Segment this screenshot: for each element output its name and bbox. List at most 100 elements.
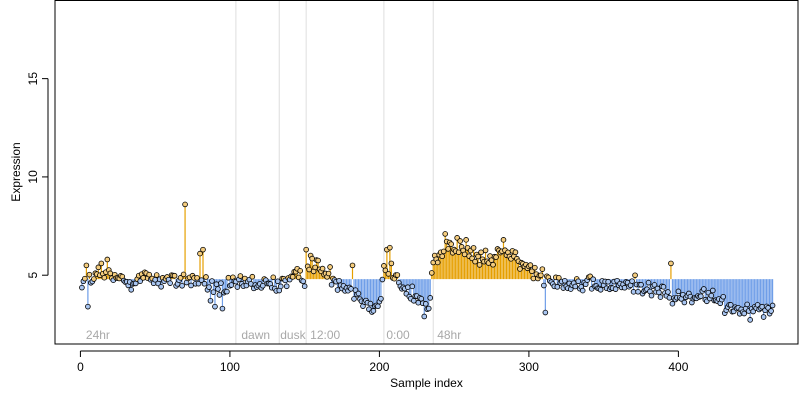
data-point	[319, 265, 326, 272]
data-point	[387, 244, 393, 251]
region-label: dusk	[280, 328, 306, 342]
data-point	[382, 267, 389, 274]
y-tick-label: 15	[26, 72, 40, 86]
y-tick-label: 5	[26, 272, 40, 279]
data-point	[660, 284, 667, 290]
data-point	[425, 305, 432, 312]
data-point	[300, 278, 306, 285]
data-point	[312, 264, 318, 271]
data-point	[439, 253, 445, 260]
data-point	[575, 278, 582, 285]
data-point	[665, 289, 671, 295]
data-point	[632, 272, 638, 279]
data-point	[541, 282, 547, 289]
data-point	[95, 264, 102, 271]
data-point	[328, 281, 335, 288]
data-point	[605, 278, 611, 285]
data-point	[104, 256, 111, 263]
data-point	[527, 262, 534, 268]
data-point	[630, 289, 637, 295]
data-point	[201, 280, 208, 287]
data-points	[79, 201, 776, 323]
data-point	[289, 274, 296, 280]
data-point	[355, 290, 362, 297]
data-point	[248, 281, 254, 287]
data-point	[180, 271, 187, 278]
data-point	[490, 261, 496, 268]
data-point	[91, 276, 97, 282]
data-point	[206, 284, 212, 290]
data-point	[146, 271, 152, 278]
data-point	[698, 293, 704, 300]
data-point	[128, 287, 135, 293]
region-label: 0:00	[386, 328, 410, 342]
data-point	[476, 262, 483, 268]
data-point	[140, 275, 147, 281]
data-point	[539, 266, 546, 272]
data-point	[297, 268, 303, 274]
region-dividers	[235, 1, 434, 344]
data-point	[212, 303, 218, 310]
region-labels: 24hr dawn dusk 12:00 0:00 48hr	[86, 328, 461, 342]
data-point	[629, 278, 635, 284]
data-point	[351, 296, 357, 302]
data-point	[198, 277, 205, 283]
data-point	[701, 286, 707, 292]
data-point	[348, 286, 354, 292]
data-point	[409, 283, 416, 290]
data-point	[657, 294, 664, 300]
data-point	[203, 274, 209, 280]
data-point	[98, 260, 105, 267]
data-point	[538, 272, 544, 279]
data-point	[83, 262, 90, 269]
data-point	[385, 271, 392, 277]
data-point	[457, 238, 463, 244]
data-point	[177, 275, 184, 281]
data-point	[237, 273, 244, 279]
data-point	[455, 249, 462, 256]
data-point	[709, 287, 716, 294]
data-point	[747, 317, 753, 323]
data-point	[86, 271, 93, 278]
region-label: 12:00	[310, 328, 340, 342]
data-point	[195, 280, 202, 287]
data-point	[249, 273, 256, 280]
data-point	[448, 241, 454, 247]
data-point	[493, 254, 499, 260]
data-point	[651, 282, 658, 288]
y-axis: 5 10 15	[26, 72, 49, 279]
data-point	[769, 302, 776, 309]
data-point	[669, 300, 676, 307]
data-point	[394, 272, 401, 278]
y-axis-title: Expression	[9, 142, 23, 201]
data-point	[478, 249, 484, 256]
data-point	[213, 281, 220, 288]
data-point	[612, 286, 619, 292]
data-point	[440, 248, 447, 255]
data-point	[768, 308, 774, 314]
data-point	[461, 251, 468, 258]
data-point	[532, 264, 538, 271]
y-tick-label: 10	[26, 170, 40, 184]
data-point	[379, 276, 386, 283]
data-point	[378, 295, 384, 302]
data-point	[428, 270, 435, 276]
data-point	[225, 274, 232, 281]
data-point	[215, 286, 221, 292]
data-point	[167, 280, 173, 286]
data-point	[744, 301, 750, 308]
data-point	[760, 314, 767, 320]
data-point	[375, 303, 381, 310]
data-point	[309, 255, 315, 262]
data-point	[463, 237, 469, 243]
data-point	[529, 268, 535, 275]
data-point	[517, 266, 523, 272]
data-point	[224, 288, 230, 295]
data-point	[216, 292, 223, 298]
data-point	[561, 278, 568, 284]
data-point	[171, 272, 178, 279]
data-point	[194, 275, 200, 281]
data-point	[349, 262, 356, 269]
data-point	[556, 274, 562, 281]
data-point	[388, 260, 395, 267]
